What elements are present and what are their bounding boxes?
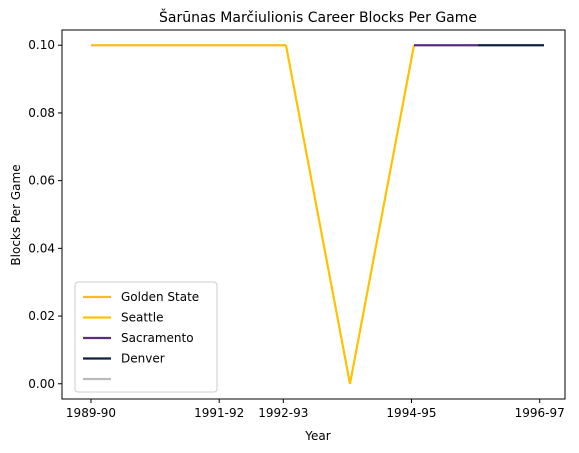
y-tick-label: 0.10 <box>28 38 55 52</box>
x-tick-label: 1989-90 <box>66 406 116 420</box>
y-axis-label: Blocks Per Game <box>9 164 23 265</box>
x-axis-label: Year <box>304 429 330 443</box>
y-tick-label: 0.04 <box>28 241 55 255</box>
y-tick-label: 0.06 <box>28 174 55 188</box>
y-tick-label: 0.02 <box>28 309 55 323</box>
series-line <box>284 45 416 384</box>
legend-label: Denver <box>121 352 165 366</box>
x-tick-label: 1992-93 <box>258 406 308 420</box>
legend-label: Golden State <box>121 290 199 304</box>
y-tick-label: 0.00 <box>28 377 55 391</box>
x-tick-label: 1996-97 <box>515 406 565 420</box>
x-tick-label: 1991-92 <box>194 406 244 420</box>
legend: Golden State Seattle Sacramento Denver <box>74 281 218 393</box>
legend-label: Sacramento <box>121 331 194 345</box>
x-axis-ticks: 1989-90 1991-92 1992-93 1994-95 1996-97 <box>66 399 565 420</box>
chart-title: Šarūnas Marčiulionis Career Blocks Per G… <box>159 8 477 26</box>
x-tick-label: 1994-95 <box>386 406 436 420</box>
series-layer <box>91 44 544 384</box>
legend-label: Seattle <box>121 311 163 325</box>
plot-area: 1989-90 1991-92 1992-93 1994-95 1996-97 0.00… <box>28 29 566 420</box>
legend-frame <box>74 281 218 393</box>
y-tick-label: 0.08 <box>28 106 55 120</box>
plot-frame <box>61 29 566 400</box>
y-axis-ticks: 0.00 0.02 0.04 0.06 0.08 0.10 <box>28 38 62 391</box>
